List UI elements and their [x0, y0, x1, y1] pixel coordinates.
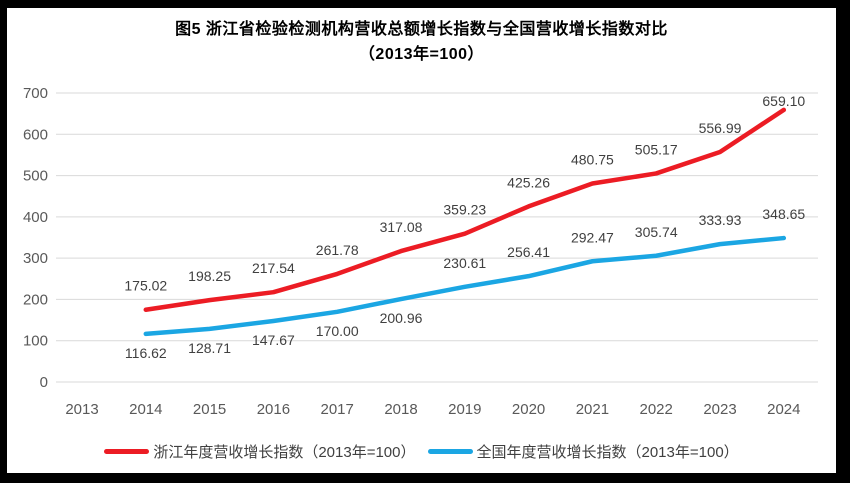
- data-label: 230.61: [443, 255, 486, 271]
- chart-area: 图5 浙江省检验检测机构营收总额增长指数与全国营收增长指数对比 （2013年=1…: [7, 8, 836, 473]
- data-label: 217.54: [252, 260, 295, 276]
- data-label: 425.26: [507, 174, 550, 190]
- data-label: 333.93: [699, 212, 742, 228]
- data-label: 116.62: [125, 345, 167, 361]
- y-axis-tick-label: 600: [23, 126, 48, 143]
- data-label: 659.10: [762, 93, 805, 109]
- chart-plot: 0 100 200 300 400 500 600 700 2013 2014 2015 2016 20…: [23, 85, 818, 418]
- legend-label: 全国年度营收增长指数（2013年=100）: [476, 444, 739, 461]
- data-label: 305.74: [635, 224, 678, 240]
- data-label: 128.71: [188, 340, 231, 356]
- data-label: 317.08: [380, 219, 423, 235]
- legend-line-swatch: [104, 449, 150, 454]
- y-axis-tick-label: 700: [23, 85, 48, 102]
- x-axis-tick-label: 2018: [384, 401, 417, 418]
- chart-subtitle: （2013年=100）: [358, 46, 485, 63]
- x-axis-tick-label: 2015: [193, 401, 226, 418]
- x-axis-tick-label: 2022: [640, 401, 673, 418]
- y-axis-tick-label: 200: [23, 291, 48, 308]
- y-axis-tick-label: 300: [23, 250, 48, 267]
- chart-legend: 浙江年度营收增长指数（2013年=100） 全国年度营收增长指数（2013年=10…: [7, 441, 836, 462]
- y-axis-tick-label: 400: [23, 209, 48, 226]
- data-label: 198.25: [188, 268, 231, 284]
- y-axis-tick-label: 0: [40, 374, 48, 391]
- x-axis-tick-label: 2020: [512, 401, 545, 418]
- y-axis-tick-label: 500: [23, 168, 48, 185]
- data-label: 480.75: [571, 152, 614, 168]
- x-axis-tick-label: 2014: [129, 401, 162, 418]
- x-axis-tick-label: 2016: [257, 401, 290, 418]
- data-label: 147.67: [252, 332, 295, 348]
- x-axis-tick-label: 2021: [576, 401, 609, 418]
- legend-item-1: 全国年度营收增长指数（2013年=100）: [427, 441, 739, 462]
- x-axis-tick-label: 2017: [321, 401, 354, 418]
- y-axis-tick-label: 100: [23, 333, 48, 350]
- data-label: 256.41: [507, 244, 550, 260]
- chart-title: 图5 浙江省检验检测机构营收总额增长指数与全国营收增长指数对比: [175, 21, 668, 38]
- series-line-0: [143, 107, 787, 312]
- x-axis-tick-label: 2019: [448, 401, 481, 418]
- data-label: 170.00: [316, 323, 359, 339]
- chart-title-block: 图5 浙江省检验检测机构营收总额增长指数与全国营收增长指数对比 （2013年=1…: [7, 17, 836, 67]
- x-axis-tick-label: 2023: [703, 401, 736, 418]
- data-label: 175.02: [124, 278, 167, 294]
- x-axis-tick-label: 2013: [65, 401, 98, 418]
- legend-label: 浙江年度营收增长指数（2013年=100）: [153, 444, 416, 461]
- data-label: 348.65: [762, 206, 805, 222]
- data-label: 556.99: [699, 120, 742, 136]
- data-label: 359.23: [443, 202, 486, 218]
- legend-item-0: 浙江年度营收增长指数（2013年=100）: [104, 441, 416, 462]
- data-label: 200.96: [380, 310, 423, 326]
- legend-line-swatch: [427, 449, 473, 454]
- x-axis-tick-label: 2024: [767, 401, 800, 418]
- data-label: 292.47: [571, 229, 614, 245]
- data-label: 505.17: [635, 141, 678, 157]
- data-label: 261.78: [316, 242, 359, 258]
- series-line-1: [143, 235, 787, 337]
